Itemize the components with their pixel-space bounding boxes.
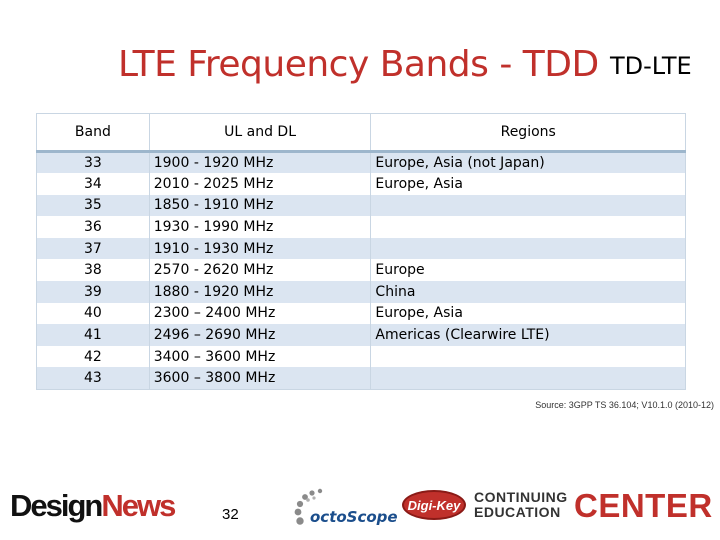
regions-cell: Europe, Asia — [370, 302, 686, 325]
regions-cell: Americas (Clearwire LTE) — [370, 324, 686, 346]
octoscope-logo: octoScope — [292, 488, 404, 532]
source-citation: Source: 3GPP TS 36.104; V10.1.0 (2010-12… — [535, 400, 714, 410]
table-row: 40 2300 – 2400 MHz Europe, Asia — [36, 302, 686, 325]
regions-cell — [370, 345, 686, 368]
cec-logo-center: CENTER — [574, 487, 713, 524]
band-cell: 37 — [36, 237, 150, 260]
octoscope-dots-icon — [294, 488, 323, 525]
ul-dl-cell: 2300 – 2400 MHz — [148, 302, 372, 325]
regions-cell: Europe, Asia (not Japan) — [370, 151, 686, 174]
regions-cell: Europe, Asia — [370, 173, 686, 195]
table-row: 37 1910 - 1930 MHz — [36, 237, 686, 260]
table-row: 42 3400 – 3600 MHz — [36, 345, 686, 368]
regions-cell — [370, 194, 686, 217]
cec-logo-line2: EDUCATION — [474, 504, 561, 520]
designnews-logo-news: News — [101, 488, 176, 523]
column-header-ul-dl: UL and DL — [148, 113, 372, 153]
band-cell: 34 — [36, 173, 150, 195]
cec-logo-text: CONTINUING EDUCATION — [474, 490, 568, 520]
band-cell: 36 — [36, 216, 150, 238]
table-row: 33 1900 - 1920 MHz Europe, Asia (not Jap… — [36, 151, 686, 174]
slide-subtitle: TD-LTE — [610, 52, 692, 80]
regions-cell — [370, 367, 686, 390]
table-row: 35 1850 - 1910 MHz — [36, 194, 686, 217]
table-row: 36 1930 - 1990 MHz — [36, 216, 686, 238]
ul-dl-cell: 2010 - 2025 MHz — [148, 173, 372, 195]
table-row: 34 2010 - 2025 MHz Europe, Asia — [36, 173, 686, 195]
table-header-row: Band UL and DL Regions — [36, 113, 686, 153]
ul-dl-cell: 2570 - 2620 MHz — [148, 259, 372, 282]
table-row: 43 3600 – 3800 MHz — [36, 367, 686, 390]
ul-dl-cell: 1900 - 1920 MHz — [148, 151, 372, 174]
band-cell: 33 — [36, 151, 150, 174]
regions-cell: Europe — [370, 259, 686, 282]
band-cell: 41 — [36, 324, 150, 346]
designnews-logo-design: Design — [10, 488, 103, 523]
octoscope-logo-text: octoScope — [310, 508, 398, 526]
table-row: 41 2496 – 2690 MHz Americas (Clearwire L… — [36, 324, 686, 346]
ul-dl-cell: 1850 - 1910 MHz — [148, 194, 372, 217]
column-header-regions: Regions — [370, 113, 686, 153]
designnews-logo: DesignNews — [10, 488, 176, 524]
slide-title: LTE Frequency Bands - TDD — [118, 44, 599, 85]
ul-dl-cell: 2496 – 2690 MHz — [148, 324, 372, 346]
table-row: 39 1880 - 1920 MHz China — [36, 281, 686, 303]
page-number: 32 — [222, 506, 239, 523]
band-cell: 39 — [36, 281, 150, 303]
band-cell: 35 — [36, 194, 150, 217]
band-cell: 42 — [36, 345, 150, 368]
band-cell: 38 — [36, 259, 150, 282]
digikey-logo: Digi-Key — [402, 490, 466, 520]
band-cell: 40 — [36, 302, 150, 325]
regions-cell: China — [370, 281, 686, 303]
band-cell: 43 — [36, 367, 150, 390]
ul-dl-cell: 3600 – 3800 MHz — [148, 367, 372, 390]
column-header-band: Band — [36, 113, 150, 153]
ul-dl-cell: 3400 – 3600 MHz — [148, 345, 372, 368]
ul-dl-cell: 1910 - 1930 MHz — [148, 237, 372, 260]
frequency-bands-table: Band UL and DL Regions 33 1900 - 1920 MH… — [36, 113, 686, 390]
ul-dl-cell: 1880 - 1920 MHz — [148, 281, 372, 303]
ul-dl-cell: 1930 - 1990 MHz — [148, 216, 372, 238]
regions-cell — [370, 216, 686, 238]
cec-logo-line1: CONTINUING — [474, 489, 568, 505]
regions-cell — [370, 237, 686, 260]
table-row: 38 2570 - 2620 MHz Europe — [36, 259, 686, 282]
